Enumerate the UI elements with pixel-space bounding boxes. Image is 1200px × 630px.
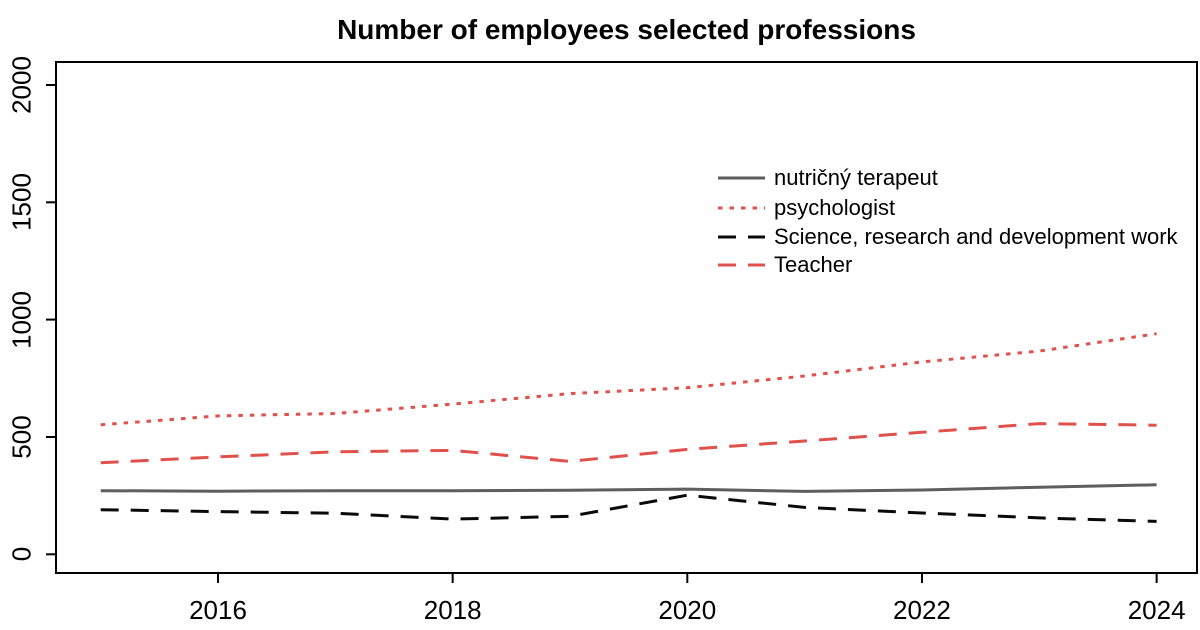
x-tick-label: 2018 (423, 595, 482, 625)
y-tick-label: 1500 (6, 173, 37, 232)
y-tick-label: 2000 (6, 56, 37, 114)
x-tick-label: 2024 (1127, 595, 1186, 625)
x-tick-label: 2020 (658, 595, 717, 625)
x-tick-label: 2016 (189, 595, 247, 625)
y-tick-label: 1000 (6, 290, 37, 349)
y-tick-label: 0 (6, 547, 37, 562)
x-tick-label: 2022 (893, 595, 951, 625)
y-tick-label: 500 (6, 415, 37, 459)
chart-title: Number of employees selected professions (337, 14, 916, 45)
